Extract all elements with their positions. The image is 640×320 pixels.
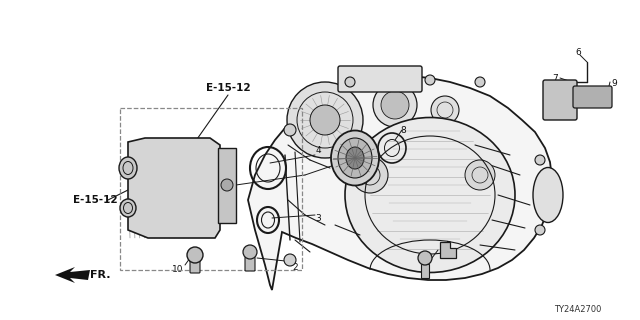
Circle shape: [243, 245, 257, 259]
Text: 6: 6: [575, 47, 581, 57]
Circle shape: [373, 83, 417, 127]
Circle shape: [221, 179, 233, 191]
Text: 8: 8: [400, 125, 406, 134]
Circle shape: [310, 105, 340, 135]
Ellipse shape: [338, 138, 372, 178]
Text: 9: 9: [439, 247, 445, 257]
FancyBboxPatch shape: [543, 80, 577, 120]
Text: 2: 2: [292, 263, 298, 273]
Circle shape: [284, 124, 296, 136]
Ellipse shape: [119, 157, 137, 179]
Circle shape: [535, 155, 545, 165]
Circle shape: [284, 254, 296, 266]
Circle shape: [418, 251, 432, 265]
Circle shape: [425, 75, 435, 85]
Bar: [120, 108, 302, 270]
Circle shape: [345, 77, 355, 87]
Ellipse shape: [533, 167, 563, 222]
Bar: [421, 264, 429, 278]
FancyBboxPatch shape: [245, 257, 255, 271]
Ellipse shape: [120, 199, 136, 217]
Text: 9: 9: [611, 78, 617, 87]
Text: 3: 3: [315, 213, 321, 222]
Text: 5: 5: [445, 241, 451, 250]
Ellipse shape: [346, 147, 364, 169]
Text: 10: 10: [172, 266, 184, 275]
Text: FR.: FR.: [90, 270, 110, 280]
Circle shape: [352, 157, 388, 193]
Circle shape: [475, 77, 485, 87]
Circle shape: [187, 247, 203, 263]
Circle shape: [381, 91, 409, 119]
Bar: [218, 148, 236, 223]
Polygon shape: [55, 267, 90, 283]
Circle shape: [431, 96, 459, 124]
Circle shape: [287, 82, 363, 158]
Polygon shape: [440, 242, 456, 258]
Ellipse shape: [345, 117, 515, 273]
Circle shape: [535, 225, 545, 235]
Circle shape: [465, 160, 495, 190]
Text: 7: 7: [552, 74, 558, 83]
Text: TY24A2700: TY24A2700: [554, 306, 602, 315]
FancyBboxPatch shape: [190, 257, 200, 273]
FancyBboxPatch shape: [338, 66, 422, 92]
Polygon shape: [128, 138, 220, 238]
Polygon shape: [248, 76, 552, 290]
Text: 1: 1: [337, 139, 343, 148]
Text: 4: 4: [315, 146, 321, 155]
Text: E-15-12: E-15-12: [73, 195, 117, 205]
Ellipse shape: [331, 131, 379, 186]
FancyBboxPatch shape: [573, 86, 612, 108]
Text: E-15-12: E-15-12: [205, 83, 250, 93]
